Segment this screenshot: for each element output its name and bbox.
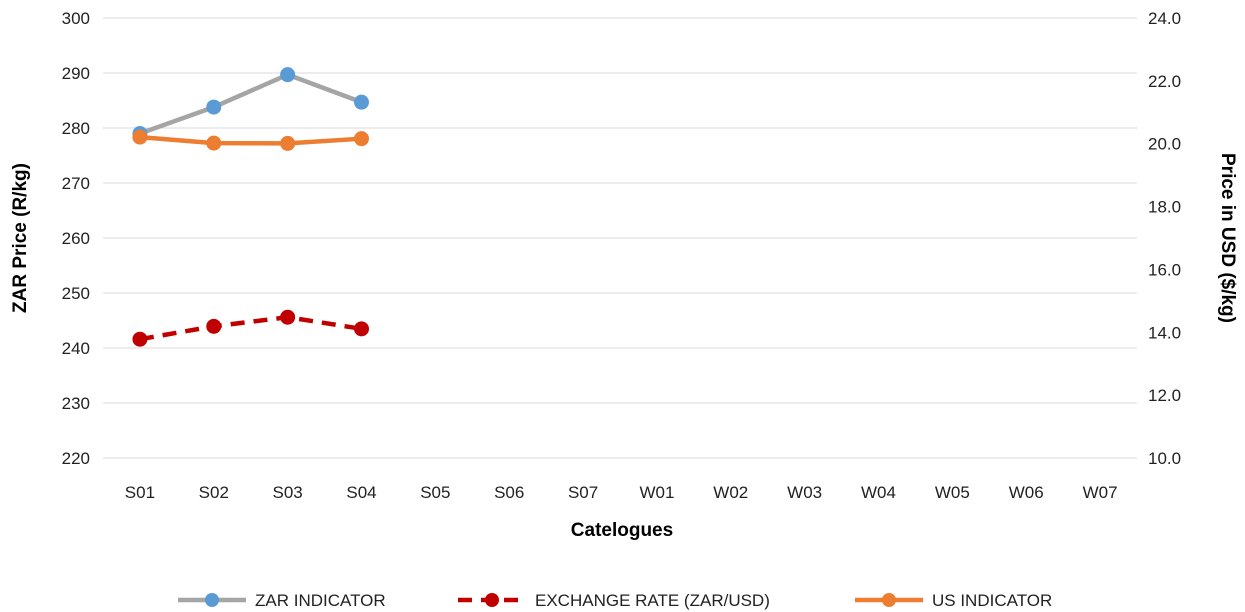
y-right-tick-label: 20.0 (1148, 135, 1181, 154)
y-left-tick-label: 220 (62, 449, 90, 468)
y-left-tick-label: 230 (62, 394, 90, 413)
left-axis-ticks: 220 230 240 250 260 270 280 290 300 (62, 9, 90, 468)
data-point-zar-indicator (280, 67, 296, 83)
right-axis-ticks: 10.0 12.0 14.0 16.0 18.0 20.0 22.0 24.0 (1148, 9, 1181, 468)
series-group (132, 67, 369, 347)
x-tick-label: W07 (1083, 483, 1118, 502)
legend-label-us-indicator: US INDICATOR (932, 591, 1052, 610)
x-tick-label: S06 (494, 483, 524, 502)
data-point-exchange-rate-zar-usd (206, 318, 222, 334)
data-point-us-indicator (206, 135, 222, 151)
series-line-us-indicator (137, 134, 364, 146)
legend-label-zar-indicator: ZAR INDICATOR (255, 591, 386, 610)
y-left-tick-label: 250 (62, 284, 90, 303)
data-point-zar-indicator (206, 99, 222, 115)
y-right-tick-label: 16.0 (1148, 260, 1181, 279)
data-point-exchange-rate-zar-usd (132, 331, 148, 347)
x-tick-label: W03 (787, 483, 822, 502)
series-line-zar-indicator (137, 72, 364, 136)
x-axis-title: Catelogues (571, 520, 673, 541)
data-point-zar-indicator (354, 94, 369, 110)
x-tick-label: S07 (568, 483, 598, 502)
data-point-exchange-rate-zar-usd (280, 309, 296, 325)
x-tick-label: S04 (346, 483, 376, 502)
legend: ZAR INDICATOR EXCHANGE RATE (ZAR/USD) US I… (178, 591, 1052, 610)
legend-marker-exchange-rate-zar-usd (485, 593, 499, 607)
gridlines (103, 17, 1137, 459)
y-right-tick-label: 18.0 (1148, 198, 1181, 217)
x-tick-label: S03 (273, 483, 303, 502)
y-left-tick-label: 270 (62, 174, 90, 193)
x-tick-label: S02 (199, 483, 229, 502)
x-tick-label: W02 (713, 483, 748, 502)
series-line-exchange-rate-zar-usd (139, 314, 362, 342)
y-left-tick-label: 280 (62, 119, 90, 138)
y-right-tick-label: 10.0 (1148, 449, 1181, 468)
y-right-tick-label: 12.0 (1148, 386, 1181, 405)
y-axis-right-title: Price in USD ($/kg) (1217, 153, 1238, 323)
data-point-us-indicator (132, 129, 148, 145)
x-tick-label: W05 (935, 483, 970, 502)
data-point-exchange-rate-zar-usd (354, 321, 369, 337)
y-axis-left-title: ZAR Price (R/kg) (10, 163, 31, 313)
x-tick-label: W04 (861, 483, 896, 502)
y-left-tick-label: 240 (62, 339, 90, 358)
x-tick-label: W01 (639, 483, 674, 502)
data-point-us-indicator (280, 135, 296, 151)
x-tick-label: W06 (1009, 483, 1044, 502)
data-point-us-indicator (354, 131, 369, 147)
y-left-tick-label: 290 (62, 64, 90, 83)
x-axis-ticks: S01 S02 S03 S04 S05 S06 S07 W01 W02 W03 W04 W05 W06 W… (125, 483, 1118, 502)
y-right-tick-label: 24.0 (1148, 9, 1181, 28)
y-left-tick-label: 260 (62, 229, 90, 248)
legend-marker-zar-indicator (205, 593, 219, 607)
legend-marker-us-indicator (882, 593, 896, 607)
y-left-tick-label: 300 (62, 9, 90, 28)
x-tick-label: S05 (420, 483, 450, 502)
y-right-tick-label: 14.0 (1148, 323, 1181, 342)
x-tick-label: S01 (125, 483, 155, 502)
legend-label-exchange-rate-zar-usd: EXCHANGE RATE (ZAR/USD) (535, 591, 770, 610)
y-right-tick-label: 22.0 (1148, 72, 1181, 91)
